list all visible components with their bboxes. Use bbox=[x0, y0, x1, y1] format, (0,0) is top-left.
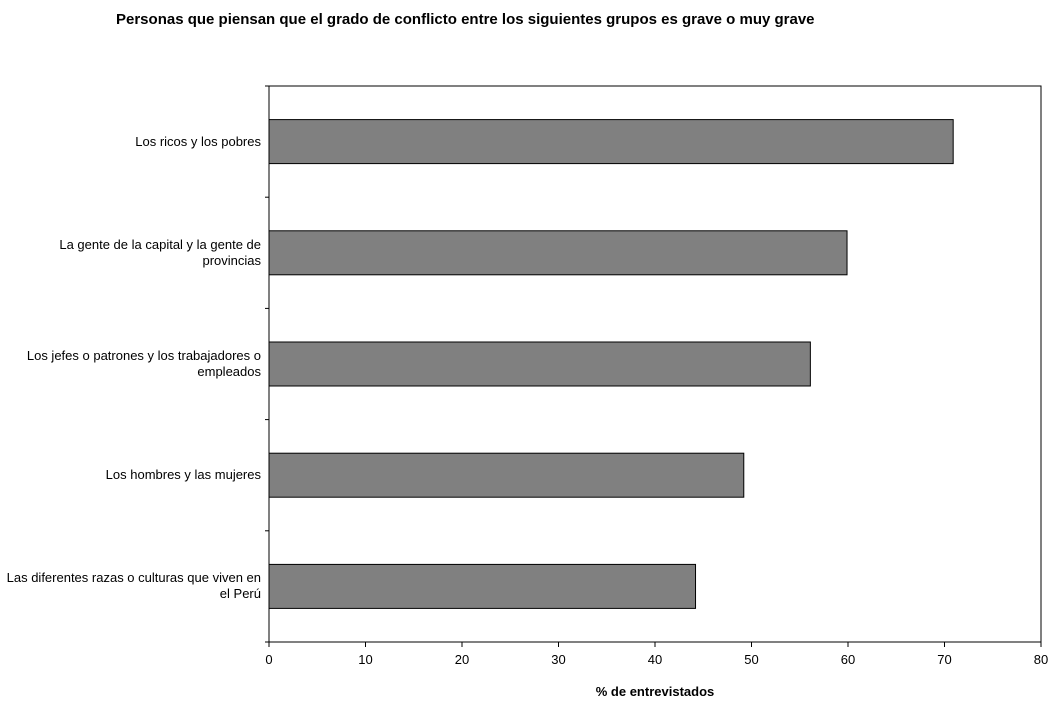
bar bbox=[268, 563, 697, 609]
x-axis: 0 10 20 30 40 50 60 70 80 bbox=[265, 642, 1048, 667]
y-axis-ticks bbox=[265, 85, 269, 643]
bar bbox=[268, 119, 954, 165]
bar bbox=[268, 230, 848, 276]
category-label: Las diferentes razas o culturas que vive… bbox=[6, 570, 261, 602]
bar bbox=[268, 452, 745, 498]
x-tick-label: 80 bbox=[1034, 652, 1048, 667]
x-tick-label: 50 bbox=[744, 652, 758, 667]
category-label: La gente de la capital y la gente de pro… bbox=[59, 236, 261, 268]
x-axis-title: % de entrevistados bbox=[596, 684, 715, 699]
x-tick-label: 70 bbox=[937, 652, 951, 667]
category-label: Los ricos y los pobres bbox=[135, 133, 261, 149]
bar bbox=[268, 341, 811, 387]
x-tick-label: 30 bbox=[551, 652, 565, 667]
x-tick-label: 20 bbox=[455, 652, 469, 667]
bars-layer bbox=[268, 119, 954, 609]
x-tick-label: 0 bbox=[265, 652, 272, 667]
x-tick-label: 10 bbox=[358, 652, 372, 667]
chart-title: Personas que piensan que el grado de con… bbox=[116, 11, 815, 28]
x-tick-label: 60 bbox=[841, 652, 855, 667]
category-label: Los hombres y las mujeres bbox=[105, 467, 261, 483]
category-label: Los jefes o patrones y los trabajadores … bbox=[26, 348, 261, 379]
x-tick-label: 40 bbox=[648, 652, 662, 667]
